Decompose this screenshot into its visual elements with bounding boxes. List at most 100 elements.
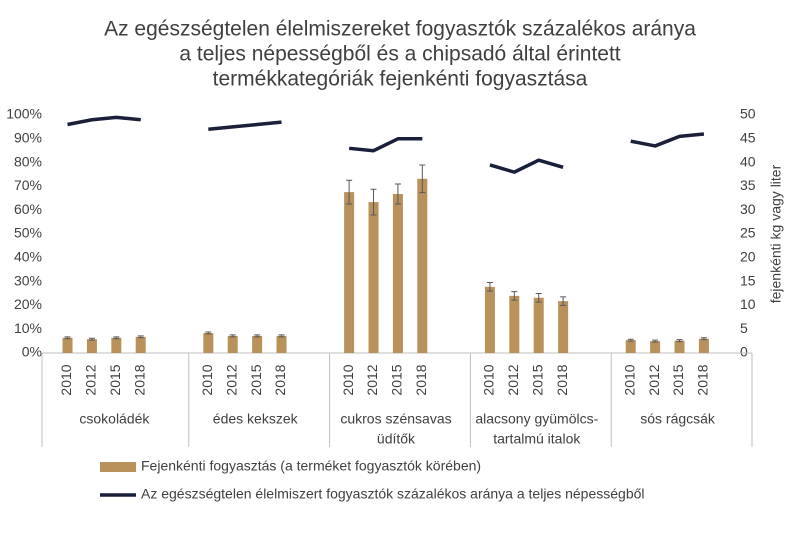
- group-label: cukros szénsavas: [340, 411, 451, 427]
- y-tick-label: 40%: [14, 249, 42, 265]
- chart-title: Az egészségtelen élelmiszereket fogyaszt…: [104, 18, 696, 41]
- x-tick-label: 2015: [529, 364, 545, 395]
- y2-tick-label: 25: [740, 225, 756, 241]
- y-tick-label: 100%: [6, 106, 42, 122]
- error-bar: [700, 337, 707, 341]
- bar: [674, 340, 685, 353]
- y2-tick-label: 20: [740, 249, 756, 265]
- bar: [392, 194, 403, 353]
- x-tick-label: 2012: [505, 364, 521, 395]
- x-tick-label: 2015: [248, 364, 264, 395]
- group-label: üdítők: [377, 431, 416, 447]
- group-label: tartalmú italok: [493, 431, 581, 447]
- bar: [203, 333, 214, 353]
- bar: [276, 335, 287, 353]
- x-tick-label: 2012: [223, 364, 239, 395]
- error-bar: [486, 282, 493, 292]
- x-tick-label: 2018: [554, 364, 570, 395]
- group-label: sós rágcsák: [640, 411, 716, 427]
- y-tick-label: 20%: [14, 296, 42, 312]
- bar: [533, 297, 544, 353]
- error-bar: [229, 334, 236, 338]
- error-bar: [113, 336, 120, 340]
- x-tick-label: 2012: [364, 364, 380, 395]
- line: [348, 137, 423, 153]
- line: [630, 132, 705, 148]
- bar: [368, 202, 379, 353]
- bar: [135, 336, 146, 353]
- y2-tick-label: 40: [740, 153, 756, 169]
- bar: [484, 286, 495, 353]
- x-tick-label: 2018: [272, 364, 288, 395]
- x-tick-label: 2018: [131, 364, 147, 395]
- error-bar: [254, 334, 261, 338]
- x-tick-label: 2015: [670, 364, 686, 395]
- y-tick-label: 30%: [14, 272, 42, 288]
- bar: [558, 301, 569, 353]
- bar: [86, 339, 97, 353]
- group-label: édes kekszek: [213, 411, 299, 427]
- bar: [111, 337, 122, 353]
- y2-tick-label: 5: [740, 320, 748, 336]
- chart-title: a teljes népességből és a chipsadó által…: [179, 43, 620, 66]
- error-bar: [64, 336, 71, 340]
- x-tick-label: 2010: [199, 364, 215, 395]
- bar: [227, 335, 238, 353]
- y2-axis-title: fejenkénti kg vagy liter: [768, 164, 784, 303]
- y-tick-label: 70%: [14, 177, 42, 193]
- error-bar: [370, 188, 377, 216]
- bar: [625, 340, 636, 353]
- bar: [252, 335, 263, 353]
- error-bar: [137, 335, 144, 339]
- line: [489, 158, 564, 174]
- error-bar: [346, 179, 353, 205]
- y2-tick-label: 45: [740, 130, 756, 146]
- x-tick-label: 2012: [646, 364, 662, 395]
- y2-tick-label: 30: [740, 201, 756, 217]
- error-bar: [419, 164, 426, 194]
- x-tick-label: 2012: [83, 364, 99, 395]
- y2-tick-label: 35: [740, 177, 756, 193]
- bar: [509, 295, 520, 353]
- error-bar: [278, 334, 285, 338]
- bar: [62, 337, 73, 353]
- bar: [698, 338, 709, 353]
- legend-swatch: [100, 462, 136, 472]
- y2-tick-label: 10: [740, 296, 756, 312]
- bar: [650, 341, 661, 353]
- error-bar: [535, 293, 542, 303]
- chart-title: termékkategóriák fejenkénti fogyasztása: [213, 68, 588, 91]
- legend-label: Fejenkénti fogyasztás (a terméket fogyas…: [141, 458, 481, 474]
- y2-tick-label: 50: [740, 106, 756, 122]
- error-bar: [627, 338, 634, 342]
- x-tick-label: 2010: [481, 364, 497, 395]
- error-bar: [205, 331, 212, 335]
- error-bar: [394, 183, 401, 205]
- bar: [344, 192, 355, 353]
- x-tick-label: 2010: [58, 364, 74, 395]
- error-bar: [560, 296, 567, 306]
- x-tick-label: 2010: [621, 364, 637, 395]
- y-tick-label: 60%: [14, 201, 42, 217]
- line: [208, 120, 282, 132]
- x-tick-label: 2015: [107, 364, 123, 395]
- y-tick-label: 50%: [14, 225, 42, 241]
- x-tick-label: 2010: [340, 364, 356, 395]
- group-label: csokoládék: [79, 411, 150, 427]
- error-bar: [88, 337, 95, 341]
- error-bar: [511, 291, 518, 301]
- error-bar: [676, 339, 683, 343]
- y-tick-label: 0%: [22, 344, 42, 360]
- y2-tick-label: 0: [740, 344, 748, 360]
- x-tick-label: 2018: [413, 364, 429, 395]
- y-tick-label: 10%: [14, 320, 42, 336]
- bar: [417, 178, 428, 353]
- y-tick-label: 90%: [14, 130, 42, 146]
- line: [67, 115, 141, 127]
- y-tick-label: 80%: [14, 153, 42, 169]
- x-tick-label: 2018: [695, 364, 711, 395]
- error-bar: [652, 339, 659, 343]
- legend-label: Az egészségtelen élelmiszert fogyasztók …: [141, 486, 645, 502]
- group-label: alacsony gyümölcs-: [475, 411, 598, 427]
